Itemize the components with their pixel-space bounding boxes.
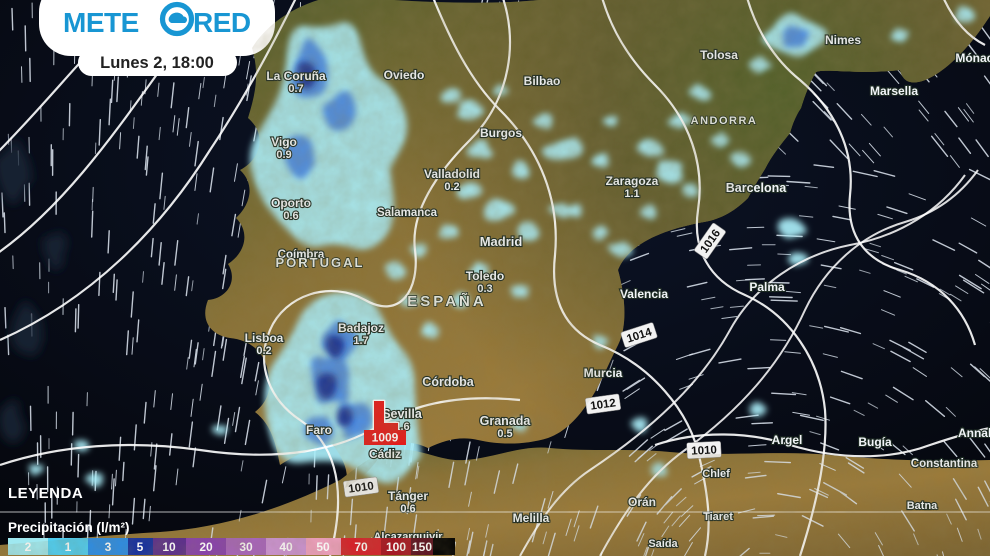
svg-text:Precipitación (l/m²): Precipitación (l/m²)	[8, 520, 130, 535]
svg-text:Annaba: Annaba	[958, 426, 990, 440]
svg-text:Argel: Argel	[772, 433, 803, 447]
svg-text:Valencia: Valencia	[620, 287, 668, 301]
svg-text:RED: RED	[193, 7, 251, 38]
svg-text:METE: METE	[63, 7, 139, 38]
svg-text:Bugía: Bugía	[858, 435, 892, 449]
svg-text:Palma: Palma	[749, 280, 785, 294]
svg-text:LEYENDA: LEYENDA	[8, 485, 83, 502]
svg-text:Lunes 2, 18:00: Lunes 2, 18:00	[100, 54, 214, 72]
svg-text:Marsella: Marsella	[870, 84, 918, 98]
